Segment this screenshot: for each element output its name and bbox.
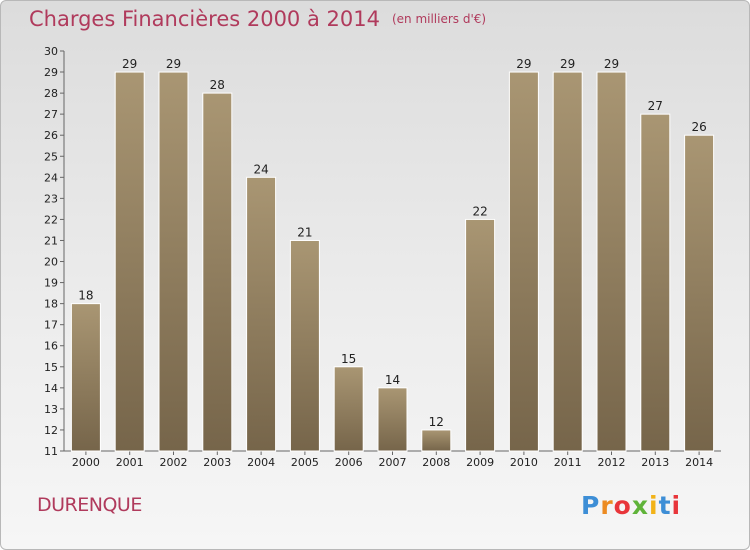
y-tick-label: 20 bbox=[44, 256, 58, 269]
y-tick-label: 19 bbox=[44, 277, 58, 290]
x-tick-label-2006: 2006 bbox=[335, 456, 363, 469]
data-label-2008: 12 bbox=[429, 415, 444, 429]
chart-axes: 11 12 13 14 15 16 17 18 19 20 21 22 23 24 25 26 27 28 29 30… bbox=[44, 45, 721, 469]
bar-2012 bbox=[596, 71, 627, 452]
x-tick-label-2014: 2014 bbox=[685, 456, 713, 469]
bar-2005 bbox=[289, 239, 320, 452]
bar-2003 bbox=[202, 92, 233, 452]
y-tick-label: 27 bbox=[44, 108, 58, 121]
data-label-2002: 29 bbox=[166, 57, 181, 71]
y-tick-label: 24 bbox=[44, 171, 58, 184]
x-tick-label-2005: 2005 bbox=[291, 456, 319, 469]
y-tick-label: 17 bbox=[44, 319, 58, 332]
y-tick-label: 16 bbox=[44, 340, 58, 353]
data-label-2006: 15 bbox=[341, 352, 356, 366]
chart-subtitle: (en milliers d'€) bbox=[391, 12, 487, 26]
bar-2009 bbox=[465, 218, 496, 452]
x-tick-label-2001: 2001 bbox=[116, 456, 144, 469]
chart-title-text: Charges Financières 2000 à 2014 bbox=[29, 7, 380, 31]
data-label-2003: 28 bbox=[210, 78, 225, 92]
bar-2000 bbox=[70, 303, 101, 452]
x-tick-label-2010: 2010 bbox=[510, 456, 538, 469]
bar-2006 bbox=[333, 366, 364, 452]
data-label-2004: 24 bbox=[253, 162, 268, 176]
y-tick-label: 29 bbox=[44, 66, 58, 79]
y-tick-label: 25 bbox=[44, 150, 58, 163]
y-tick-label: 28 bbox=[44, 87, 58, 100]
x-tick-label-2013: 2013 bbox=[641, 456, 669, 469]
y-tick-label: 23 bbox=[44, 192, 58, 205]
y-tick-label: 30 bbox=[44, 45, 58, 58]
x-tick-label-2000: 2000 bbox=[72, 456, 100, 469]
y-tick-label: 14 bbox=[44, 382, 58, 395]
x-tick-label-2004: 2004 bbox=[247, 456, 275, 469]
x-tick-label-2008: 2008 bbox=[422, 456, 450, 469]
data-label-2012: 29 bbox=[604, 57, 619, 71]
proxiti-logo: Proxiti bbox=[581, 491, 682, 520]
x-tick-label-2003: 2003 bbox=[203, 456, 231, 469]
y-tick-label: 18 bbox=[44, 298, 58, 311]
data-label-2014: 26 bbox=[691, 120, 706, 134]
chart-title: Charges Financières 2000 à 2014 (en milli… bbox=[29, 7, 486, 31]
y-tick-label: 22 bbox=[44, 213, 58, 226]
y-tick-label: 13 bbox=[44, 403, 58, 416]
y-tick-label: 12 bbox=[44, 424, 58, 437]
data-label-2005: 21 bbox=[297, 225, 312, 239]
y-tick-label: 11 bbox=[44, 445, 58, 458]
bar-2013 bbox=[640, 113, 671, 452]
bar-2011 bbox=[552, 71, 583, 452]
data-label-2007: 14 bbox=[385, 373, 400, 387]
y-tick-label: 21 bbox=[44, 234, 58, 247]
x-tick-label-2009: 2009 bbox=[466, 456, 494, 469]
bar-2001 bbox=[114, 71, 145, 452]
bar-2004 bbox=[246, 176, 277, 452]
commune-name: DURENQUE bbox=[37, 494, 142, 516]
bar-2007 bbox=[377, 387, 408, 452]
y-tick-label: 15 bbox=[44, 361, 58, 374]
bar-2010 bbox=[508, 71, 539, 452]
x-tick-label-2002: 2002 bbox=[160, 456, 188, 469]
data-label-2001: 29 bbox=[122, 57, 137, 71]
data-label-2011: 29 bbox=[560, 57, 575, 71]
bar-2014 bbox=[684, 134, 715, 452]
data-label-2000: 18 bbox=[78, 289, 93, 303]
x-tick-label-2011: 2011 bbox=[554, 456, 582, 469]
data-label-2010: 29 bbox=[516, 57, 531, 71]
chart-bars: 18 29 29 28 24 21 15 14 12 22 29 29 29 27 26 bbox=[70, 57, 715, 452]
bar-2002 bbox=[158, 71, 189, 452]
y-tick-label: 26 bbox=[44, 129, 58, 142]
data-label-2013: 27 bbox=[648, 99, 663, 113]
bar-2008 bbox=[421, 429, 452, 452]
x-tick-label-2007: 2007 bbox=[379, 456, 407, 469]
x-tick-label-2012: 2012 bbox=[598, 456, 626, 469]
data-label-2009: 22 bbox=[472, 204, 487, 218]
